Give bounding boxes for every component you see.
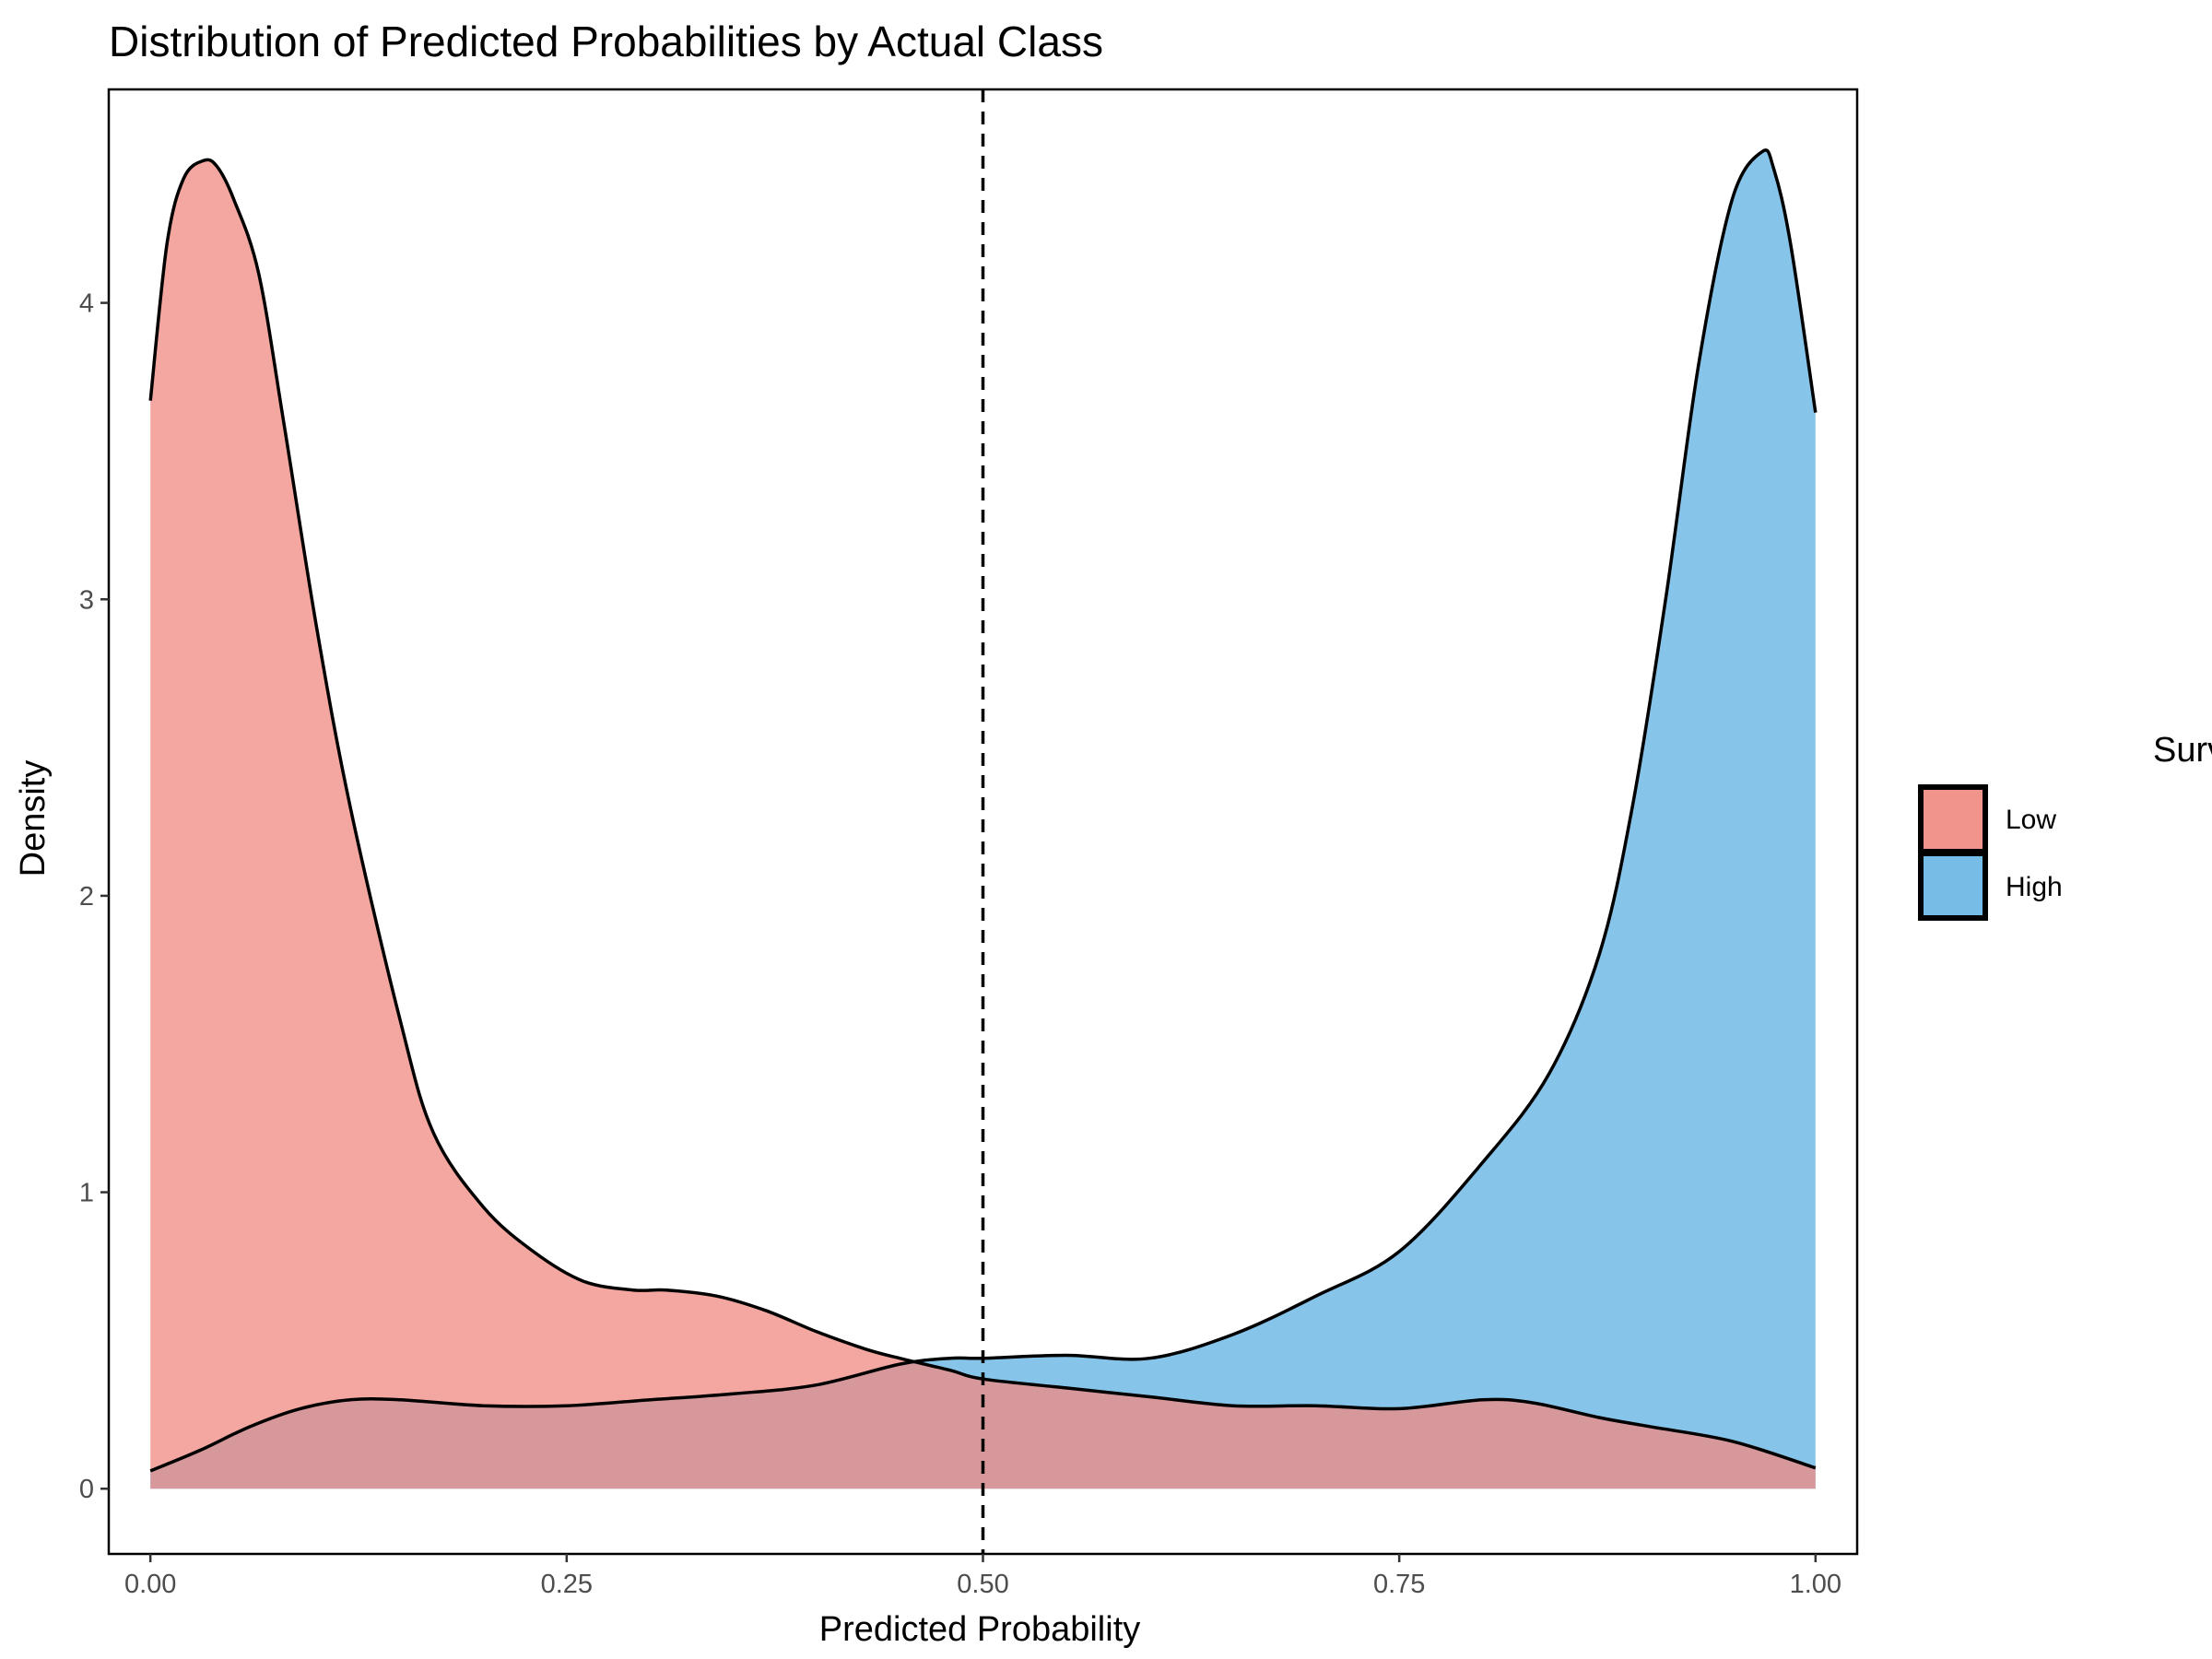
- x-tick-label: 0.25: [541, 1570, 593, 1599]
- y-axis-title: Density: [14, 760, 53, 877]
- y-tick-label: 1: [79, 1179, 94, 1208]
- x-tick-label: 0.75: [1373, 1570, 1425, 1599]
- legend-label-high: High: [2006, 872, 2063, 902]
- density-area-low: [150, 159, 1816, 1489]
- legend-title: Survival Class: [2153, 731, 2212, 770]
- x-tick-label: 1.00: [1790, 1570, 1841, 1599]
- x-tick-label: 0.50: [957, 1570, 1008, 1599]
- y-tick-label: 2: [79, 882, 94, 912]
- y-tick-label: 4: [79, 289, 94, 319]
- legend-key-high: [1918, 851, 1988, 921]
- legend-label-low: Low: [2006, 805, 2056, 835]
- density-line-low: [148, 158, 1817, 1470]
- legend: Survival Class Low High: [1918, 731, 2212, 921]
- density-areas: [150, 149, 1816, 1489]
- x-axis-ticks: 0.00 0.25 0.50 0.75 1.00: [124, 1554, 1841, 1599]
- x-tick-label: 0.00: [124, 1570, 176, 1599]
- x-axis-title: Predicted Probability: [819, 1610, 1141, 1649]
- y-tick-label: 0: [79, 1475, 94, 1504]
- density-lines: [148, 148, 1818, 1473]
- legend-key-low: [1918, 784, 1988, 854]
- y-tick-label: 3: [79, 585, 94, 615]
- density-line-high: [149, 148, 1818, 1473]
- y-axis-ticks: 0 1 2 3 4: [79, 289, 109, 1504]
- density-area-high: [150, 149, 1816, 1489]
- chart-title: Distribution of Predicted Probabilities …: [109, 18, 1103, 65]
